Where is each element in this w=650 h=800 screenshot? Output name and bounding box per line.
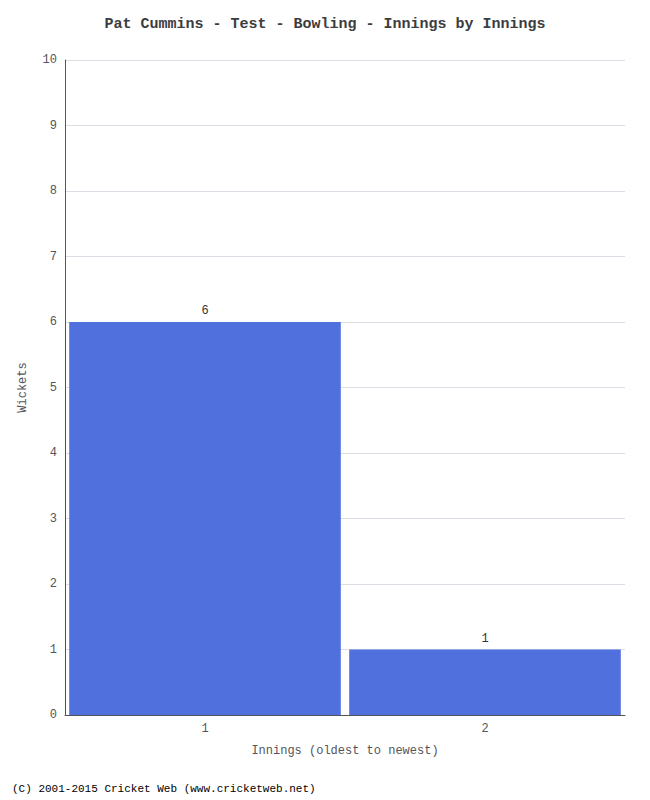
svg-text:1: 1 xyxy=(50,643,57,657)
svg-text:5: 5 xyxy=(50,381,57,395)
svg-text:0: 0 xyxy=(50,708,57,722)
svg-text:4: 4 xyxy=(50,446,57,460)
svg-text:Wickets: Wickets xyxy=(16,362,30,412)
svg-text:1: 1 xyxy=(481,632,488,646)
svg-text:3: 3 xyxy=(50,512,57,526)
svg-text:2: 2 xyxy=(481,722,488,736)
svg-text:Innings (oldest to newest): Innings (oldest to newest) xyxy=(251,744,438,758)
svg-text:1: 1 xyxy=(201,722,208,736)
svg-text:2: 2 xyxy=(50,577,57,591)
svg-text:7: 7 xyxy=(50,250,57,264)
svg-text:9: 9 xyxy=(50,119,57,133)
svg-text:8: 8 xyxy=(50,184,57,198)
svg-text:6: 6 xyxy=(201,304,208,318)
svg-text:(C) 2001-2015 Cricket Web (www: (C) 2001-2015 Cricket Web (www.cricketwe… xyxy=(12,783,316,795)
svg-text:10: 10 xyxy=(43,53,57,67)
svg-text:Pat Cummins - Test - Bowling -: Pat Cummins - Test - Bowling - Innings b… xyxy=(104,16,545,33)
svg-text:6: 6 xyxy=(50,315,57,329)
